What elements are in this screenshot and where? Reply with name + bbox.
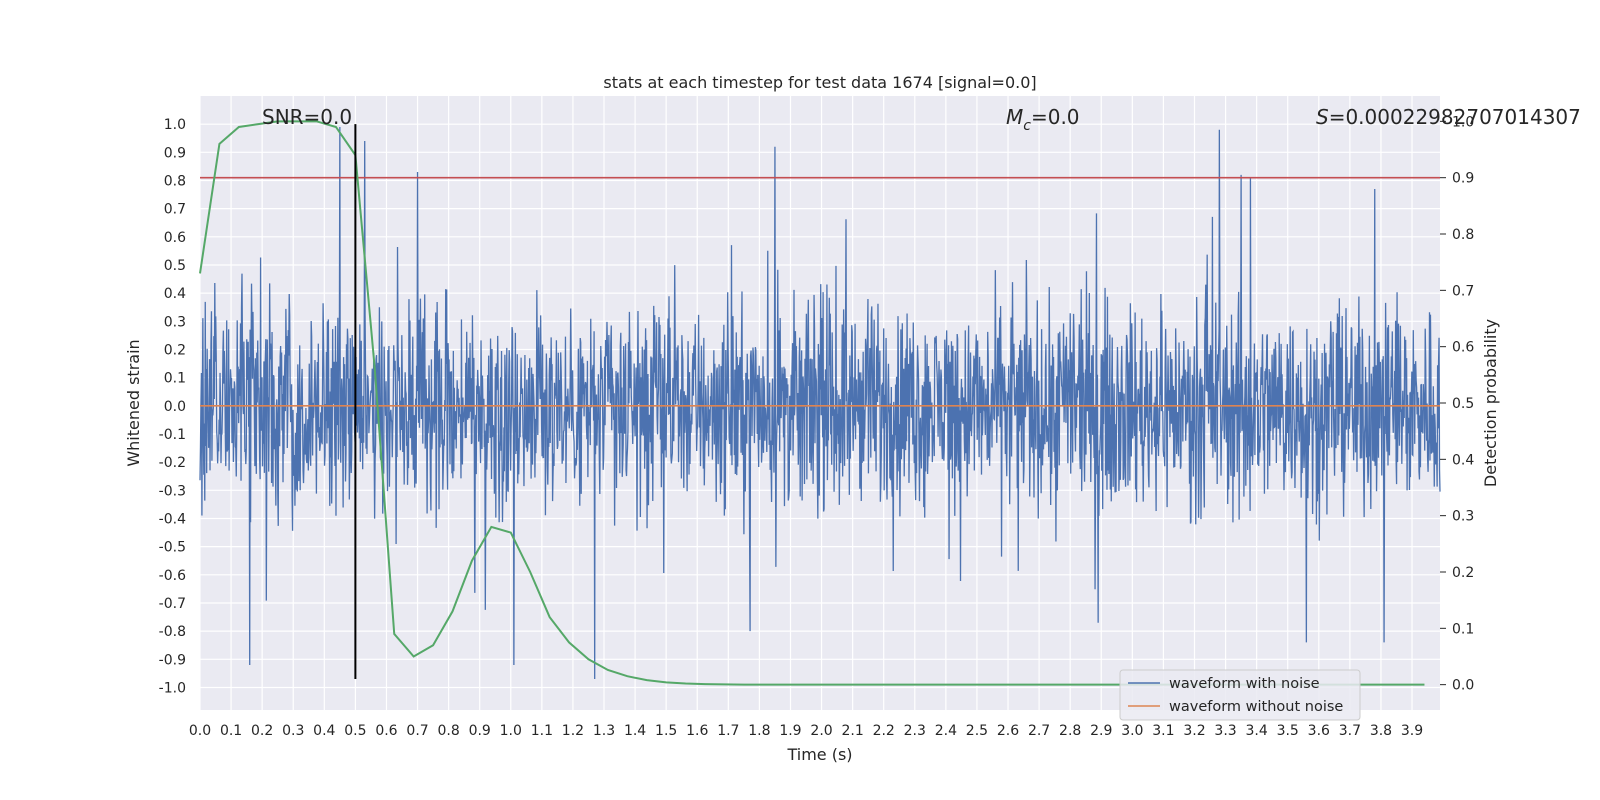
series-detection-probability — [199, 120, 1425, 686]
x-tick-label: 1.9 — [779, 723, 801, 739]
y-left-tick-label: -0.1 — [159, 427, 186, 443]
y-right-tick-label: 0.6 — [1452, 340, 1474, 356]
x-tick-label: 1.6 — [686, 723, 708, 739]
x-axis-label: Time (s) — [786, 745, 852, 764]
y-right-tick-label: 0.7 — [1452, 283, 1474, 299]
x-tick-label: 2.2 — [873, 723, 895, 739]
x-tick-label: 1.7 — [717, 723, 739, 739]
y-left-tick-label: -0.4 — [159, 511, 186, 527]
y-left-tick-label: -0.9 — [159, 652, 186, 668]
x-tick-label: 2.1 — [841, 723, 863, 739]
x-tick-label: 3.6 — [1308, 723, 1330, 739]
x-tick-label: 0.8 — [437, 723, 459, 739]
y-left-tick-label: 0.0 — [164, 399, 186, 415]
y-right-tick-label: 0.2 — [1452, 565, 1474, 581]
x-tick-label: 0.5 — [344, 723, 366, 739]
x-tick-label: 1.8 — [748, 723, 770, 739]
y-left-tick-label: 0.4 — [164, 286, 186, 302]
y-left-axis-ticks: 1.0 0.9 0.8 0.7 0.6 0.5 0.4 0.3 0.2 0.1 0.0 -0.1 -0.… — [159, 117, 186, 696]
mc-symbol: M — [1006, 105, 1023, 129]
x-tick-label: 2.9 — [1090, 723, 1112, 739]
legend-label-clean: waveform without noise — [1169, 699, 1343, 715]
x-tick-label: 0.1 — [220, 723, 242, 739]
y-right-tick-label: 0.8 — [1452, 227, 1474, 243]
x-tick-label: 2.0 — [810, 723, 832, 739]
y-left-tick-label: 0.6 — [164, 230, 186, 246]
x-tick-label: 0.4 — [313, 723, 335, 739]
snr-annotation: SNR=0.0 — [262, 105, 352, 129]
y-left-tick-label: 0.1 — [164, 371, 186, 387]
s-value: =0.00022982707014307 — [1329, 105, 1581, 129]
mc-annotation: Mc=0.0 — [1006, 105, 1080, 134]
y-left-tick-label: -0.5 — [159, 540, 186, 556]
y-left-tick-label: 0.8 — [164, 173, 186, 189]
probability-trace — [199, 120, 1425, 686]
y-left-tick-label: -0.8 — [159, 624, 186, 640]
y-left-tick-label: -0.7 — [159, 596, 186, 612]
y-left-tick-label: 1.0 — [164, 117, 186, 133]
chart-title: stats at each timestep for test data 167… — [603, 73, 1036, 92]
x-tick-label: 2.3 — [904, 723, 926, 739]
x-tick-label: 1.0 — [500, 723, 522, 739]
legend-box — [1119, 669, 1361, 721]
x-tick-label: 3.7 — [1339, 723, 1361, 739]
x-tick-label: 2.4 — [935, 723, 957, 739]
y-left-tick-label: -0.3 — [159, 483, 186, 499]
x-tick-label: 0.0 — [189, 723, 211, 739]
y-right-axis-label: Detection probability — [1481, 319, 1500, 487]
noise-trace — [199, 126, 1441, 680]
x-tick-label: 3.5 — [1277, 723, 1299, 739]
x-tick-label: 1.2 — [562, 723, 584, 739]
y-left-tick-label: 0.5 — [164, 258, 186, 274]
y-left-tick-label: -0.6 — [159, 568, 186, 584]
y-right-axis-ticks: 1.0 0.9 0.8 0.7 0.6 0.5 0.4 0.3 0.2 0.1 0.0 — [1440, 114, 1474, 694]
x-tick-label: 1.5 — [655, 723, 677, 739]
x-tick-label: 3.8 — [1370, 723, 1392, 739]
x-tick-label: 0.2 — [251, 723, 273, 739]
x-tick-label: 0.7 — [406, 723, 428, 739]
x-tick-label: 3.9 — [1401, 723, 1423, 739]
x-tick-label: 3.0 — [1121, 723, 1143, 739]
x-tick-label: 3.1 — [1152, 723, 1174, 739]
y-right-tick-label: 0.0 — [1452, 678, 1474, 694]
y-right-tick-label: 0.1 — [1452, 621, 1474, 637]
x-axis-ticks: 0.0 0.1 0.2 0.3 0.4 0.5 0.6 0.7 0.8 0.9 1.0 1.1 1.2 1… — [189, 723, 1423, 739]
y-left-tick-label: -0.2 — [159, 455, 186, 471]
x-tick-label: 0.6 — [375, 723, 397, 739]
y-left-tick-label: 0.2 — [164, 342, 186, 358]
x-tick-label: 0.9 — [469, 723, 491, 739]
s-annotation: S=0.00022982707014307 — [1316, 105, 1581, 129]
x-tick-label: 3.4 — [1246, 723, 1268, 739]
y-left-tick-label: -1.0 — [159, 680, 186, 696]
x-tick-label: 1.1 — [531, 723, 553, 739]
mc-subscript: c — [1023, 118, 1031, 134]
x-tick-label: 2.8 — [1059, 723, 1081, 739]
x-tick-label: 2.7 — [1028, 723, 1050, 739]
y-right-tick-label: 0.5 — [1452, 396, 1474, 412]
x-tick-label: 3.3 — [1214, 723, 1236, 739]
y-left-axis-label: Whitened strain — [124, 339, 143, 466]
y-left-tick-label: 0.3 — [164, 314, 186, 330]
y-right-tick-label: 0.3 — [1452, 509, 1474, 525]
x-tick-label: 3.2 — [1183, 723, 1205, 739]
series-waveform-with-noise — [199, 126, 1441, 680]
y-left-tick-label: 0.9 — [164, 145, 186, 161]
x-tick-label: 0.3 — [282, 723, 304, 739]
y-right-tick-label: 0.4 — [1452, 452, 1474, 468]
x-tick-label: 1.3 — [593, 723, 615, 739]
s-symbol: S — [1316, 105, 1329, 129]
y-right-tick-label: 0.9 — [1452, 171, 1474, 187]
mc-value: =0.0 — [1031, 105, 1080, 129]
x-tick-label: 2.5 — [966, 723, 988, 739]
y-left-tick-label: 0.7 — [164, 202, 186, 218]
x-tick-label: 2.6 — [997, 723, 1019, 739]
legend-label-noise: waveform with noise — [1169, 676, 1320, 692]
legend: waveform with noise waveform without noi… — [1119, 669, 1361, 721]
y-right-tick-label: 1.0 — [1452, 114, 1474, 130]
x-tick-label: 1.4 — [624, 723, 646, 739]
